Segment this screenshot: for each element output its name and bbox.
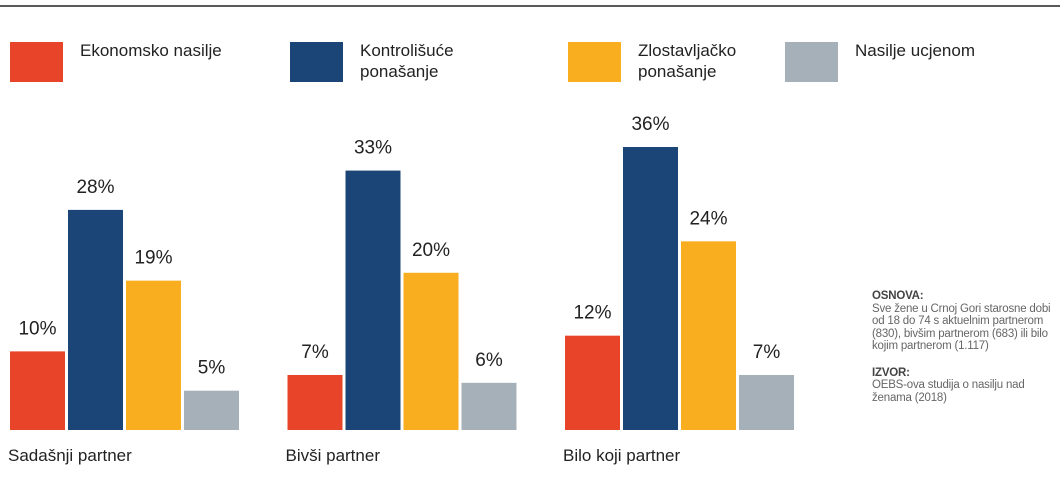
bar — [739, 374, 794, 430]
category-label: Bilo koji partner — [563, 446, 681, 465]
value-label: 24% — [689, 208, 727, 229]
value-label: 33% — [354, 138, 392, 159]
legend-swatch — [10, 42, 63, 82]
bar — [68, 209, 123, 430]
note-text: OEBS-ova studija o nasilju nad ženama (2… — [872, 379, 1025, 404]
value-label: 20% — [412, 240, 450, 261]
value-label: 36% — [631, 114, 669, 135]
bar — [681, 241, 736, 430]
value-label: 6% — [475, 350, 503, 371]
value-label: 19% — [134, 248, 172, 269]
bar — [184, 390, 239, 430]
bar — [565, 335, 620, 430]
legend-swatch — [785, 42, 838, 82]
category-label: Sadašnji partner — [8, 446, 132, 465]
note-text: Sve žene u Crnoj Gori starosne dobi od 1… — [872, 302, 1051, 353]
value-label: 12% — [573, 303, 611, 324]
legend-swatch — [290, 42, 343, 82]
bar — [403, 272, 459, 430]
legend-label: Nasilje ucjenom — [855, 41, 975, 60]
legend-label: Kontrolišuće ponašanje — [360, 41, 454, 81]
notes: OSNOVA: Sve žene u Crnoj Gori starosne do… — [872, 290, 1060, 418]
bar — [10, 351, 65, 430]
value-label: 5% — [198, 358, 226, 379]
bar — [126, 280, 181, 430]
bar — [623, 147, 678, 430]
bar — [287, 374, 343, 430]
category-label: Bivši partner — [286, 446, 381, 465]
bar — [461, 382, 517, 430]
legend-swatch — [568, 42, 621, 82]
value-label: 28% — [76, 177, 114, 198]
bar — [345, 170, 401, 431]
legend-label: Ekonomsko nasilje — [80, 41, 222, 60]
value-label: 10% — [18, 318, 56, 339]
value-label: 7% — [753, 342, 781, 363]
value-label: 7% — [301, 342, 329, 363]
note-heading: IZVOR: — [872, 366, 910, 379]
note-heading: OSNOVA: — [872, 290, 924, 302]
legend-label: Zlostavljačko ponašanje — [638, 41, 737, 81]
